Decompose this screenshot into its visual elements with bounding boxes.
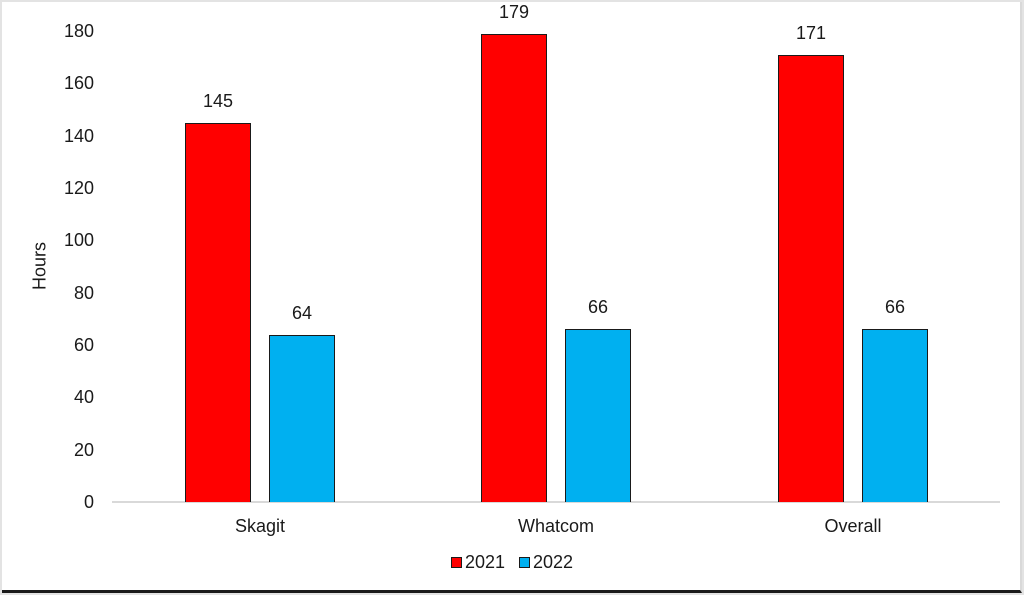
bar-whatcom-2021 [481,33,547,502]
y-tick-label: 60 [73,335,94,355]
y-tick-label: 140 [63,125,94,146]
x-tick-label: Overall [824,516,882,536]
bar-skagit-2021 [185,122,251,502]
legend-swatch-icon [519,557,530,568]
legend-swatch-icon [450,557,462,568]
y-tick-label: 80 [73,282,94,303]
legend-item-2021: 2021 [450,552,505,573]
data-label: 66 [587,297,609,318]
legend-label: 2021 [464,552,505,572]
y-tick-label: 120 [63,178,94,198]
legend-label: 2022 [533,552,574,572]
bar-overall-2021 [778,54,844,502]
data-label: 145 [202,90,234,111]
y-tick-label: 20 [73,439,94,460]
legend: 2021 2022 [0,552,1024,573]
bar-skagit-2022 [269,334,335,502]
y-tick-label: 40 [73,387,94,408]
x-tick-label: Whatcom [517,516,595,536]
y-tick-label: 100 [63,230,94,251]
data-label: 171 [795,22,827,43]
legend-item-2022: 2022 [519,552,573,573]
data-label: 179 [498,1,530,22]
y-tick-label: 0 [83,492,94,512]
data-label: 64 [291,302,313,323]
bar-overall-2022 [862,329,928,502]
y-tick-label: 180 [63,21,94,41]
x-axis-line [112,501,1000,503]
x-tick-label: Skagit [234,516,286,536]
bar-whatcom-2022 [565,329,631,502]
y-tick-label: 160 [63,73,94,94]
data-label: 66 [884,297,906,318]
